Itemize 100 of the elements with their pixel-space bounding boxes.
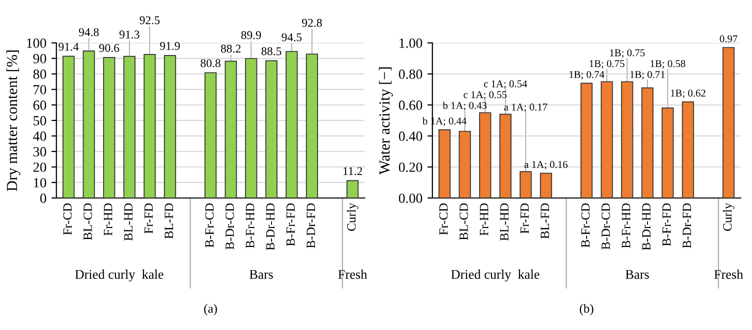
data-label: 1B; 0.62 (670, 90, 706, 98)
bar (641, 87, 654, 198)
x-tick-label: B-Fr-CD (205, 203, 214, 248)
text: Dried curly kale (451, 270, 540, 282)
x-tick-label: BL-HD (500, 203, 508, 241)
data-label: 91.3 (119, 30, 140, 39)
x-tick-label: B-Fr-HD (622, 203, 630, 248)
data-label: c 1A; 0.54 (484, 80, 528, 89)
y-tick-label: 90 (33, 54, 46, 64)
x-tick-label: BL-FD (164, 203, 174, 239)
y-tick-label: 0.60 (398, 100, 422, 110)
y-tick-label: 20 (33, 162, 46, 172)
y-tick-label: 40 (33, 132, 46, 141)
x-tick-label: B-Fr-HD (246, 203, 254, 248)
data-label: a 1A; 0.16 (524, 160, 568, 170)
x-tick-label: B-Fr-FD (662, 203, 671, 246)
data-label: 1B; 0.71 (630, 70, 665, 80)
y-tick-label: 10 (34, 178, 46, 188)
x-tick-label: B-Dr-CD (226, 203, 234, 250)
bar (123, 56, 136, 198)
x-tick-label: B-Dr-FD (682, 203, 692, 248)
text: Fresh (338, 270, 368, 279)
text: (a) (204, 304, 217, 316)
text: Fresh (714, 270, 744, 279)
x-tick-label: Fr-HD (480, 203, 488, 236)
data-label: 91.9 (160, 42, 180, 50)
y-tick-label: 50 (34, 116, 46, 126)
data-label: 88.2 (220, 44, 241, 53)
y-tick-label: 0.80 (398, 70, 422, 79)
x-tick-label: B-Dr-HD (266, 203, 274, 250)
data-label: 94.5 (282, 33, 302, 42)
x-tick-label: Fr-HD (104, 203, 112, 236)
x-tick-label: Curly (346, 202, 358, 231)
bar (682, 101, 694, 198)
bar (245, 58, 258, 198)
data-label: 1B; 0.75 (610, 49, 645, 58)
bar (265, 60, 278, 198)
bar (82, 50, 95, 198)
y-tick-label: 30 (33, 147, 46, 156)
data-label: 94.8 (78, 28, 99, 36)
data-label: 91.4 (58, 42, 79, 51)
data-label: 92.5 (140, 16, 160, 24)
x-tick-label: Fr-FD (144, 203, 153, 234)
data-label: 80.8 (200, 59, 220, 68)
y-tick-label: 80 (33, 70, 46, 79)
bar (62, 56, 75, 198)
bar (438, 129, 451, 198)
data-label: 1B; 0.75 (590, 60, 624, 69)
x-tick-label: Fr-CD (63, 203, 72, 235)
x-tick-label: Curly (722, 202, 734, 231)
data-label: b 1A; 0.43 (442, 102, 487, 111)
text: Bars (626, 270, 649, 279)
y-tick-label: 100 (27, 38, 46, 48)
y-tick-label: 0 (40, 194, 46, 203)
bar (662, 108, 674, 198)
bar (479, 112, 492, 198)
y-tick-label: 1.00 (400, 38, 422, 48)
x-tick-label: Fr-FD (520, 203, 529, 234)
x-tick-label: BL-FD (540, 203, 550, 239)
text: (b) (580, 304, 594, 316)
data-label: c 1A; 0.55 (464, 91, 507, 100)
data-label: 1B; 0.58 (650, 60, 686, 69)
bar (204, 72, 217, 198)
x-tick-label: B-Dr-CD (602, 203, 610, 250)
x-tick-label: Fr-CD (439, 203, 448, 235)
bar (144, 54, 156, 198)
data-label: 92.8 (302, 18, 322, 27)
data-label: 88.5 (262, 47, 282, 56)
y-tick-label: 0.20 (398, 162, 422, 172)
x-tick-label: B-Dr-FD (306, 203, 316, 248)
y-tick-label: 0.00 (398, 194, 422, 204)
x-tick-label: B-Dr-HD (642, 203, 650, 250)
bar (286, 50, 298, 198)
bar (458, 130, 471, 198)
data-label: 1B; 0.74 (570, 70, 604, 80)
bar (224, 60, 237, 198)
bar (621, 81, 634, 198)
bar (346, 180, 359, 198)
data-label: a 1A; 0.17 (504, 104, 548, 112)
y-tick-label: 70 (34, 85, 46, 94)
y-tick-label: 60 (33, 100, 46, 110)
y-axis-title: Dry matter content [%] (6, 50, 20, 192)
y-tick-label: 0.40 (398, 132, 422, 141)
x-tick-label: B-Fr-CD (581, 203, 590, 248)
text: Dried curly kale (75, 270, 164, 282)
data-label: 11.2 (343, 167, 362, 176)
bar (306, 54, 318, 198)
y-axis-title: Water activity [−] (378, 67, 393, 175)
x-tick-label: BL-CD (460, 203, 468, 240)
bar (520, 171, 532, 198)
x-tick-label: BL-HD (124, 203, 132, 241)
bar (600, 81, 613, 198)
data-label: 0.97 (720, 35, 738, 42)
bar (540, 172, 552, 198)
x-tick-label: B-Fr-FD (286, 203, 295, 246)
bar (499, 114, 512, 198)
data-label: 89.9 (241, 31, 261, 40)
bar (722, 47, 735, 198)
x-tick-label: BL-CD (84, 203, 92, 240)
bar (580, 82, 593, 198)
